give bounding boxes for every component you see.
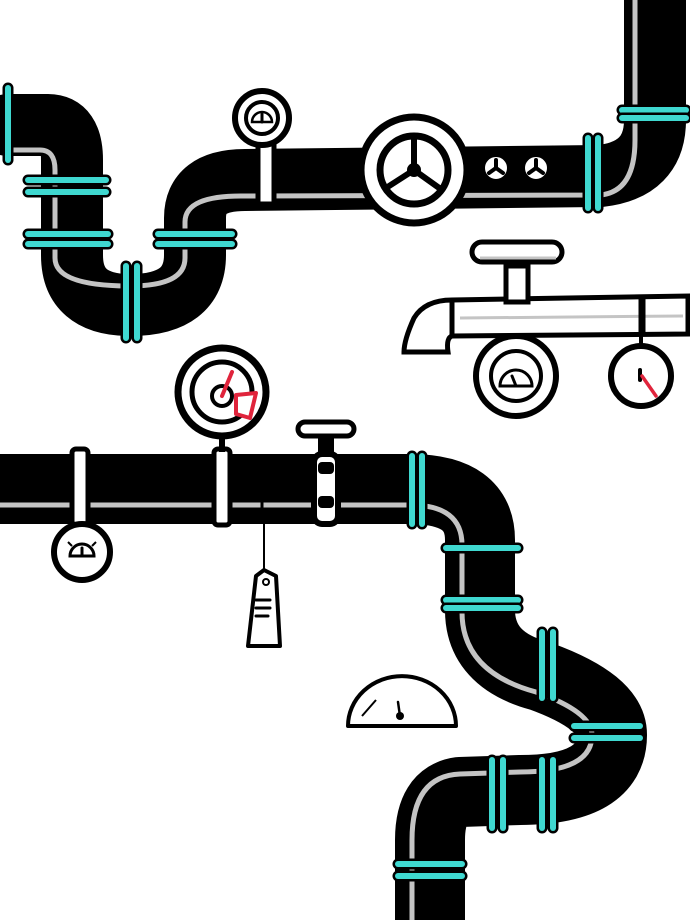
- gauge-needle: [220, 370, 234, 398]
- red-needle-pressure-gauge: [174, 344, 270, 452]
- star-knobs: [481, 153, 551, 183]
- inline-valve-icon: [295, 419, 357, 527]
- gauge-rack: [401, 239, 690, 355]
- top-couplings: [2, 82, 690, 344]
- gauge-needle: [640, 374, 658, 398]
- rack-gauge-left: [473, 333, 559, 419]
- hanging-gauge-lower-left: [51, 521, 113, 583]
- top-pipe-assembly: [0, 0, 686, 336]
- gauge-needle: [510, 374, 518, 388]
- handwheel-valve-icon: [357, 113, 471, 227]
- hanging-tag-icon: [246, 520, 282, 648]
- lower-pipe-assembly: [0, 454, 647, 920]
- pipe-bands: [69, 446, 264, 528]
- top-pressure-gauge: [232, 88, 292, 207]
- half-dial-meter-icon: [346, 674, 458, 728]
- lower-couplings: [392, 450, 646, 882]
- rack-gauge-right: [608, 343, 674, 409]
